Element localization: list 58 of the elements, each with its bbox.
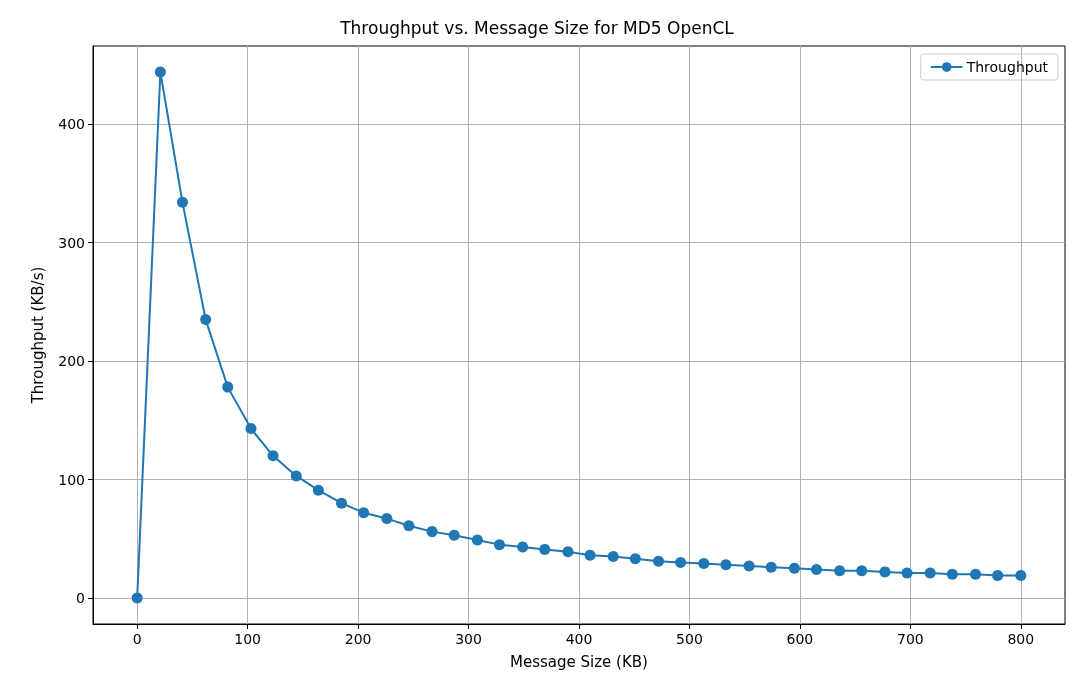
point xyxy=(539,543,551,555)
point xyxy=(426,526,438,538)
point xyxy=(834,565,846,577)
point xyxy=(358,507,370,519)
point xyxy=(924,567,936,579)
point xyxy=(856,565,868,577)
point xyxy=(607,550,619,562)
x-tick-label: 300 xyxy=(455,631,482,647)
chart-title: Throughput vs. Message Size for MD5 OpenCL xyxy=(339,17,735,38)
point xyxy=(584,549,596,561)
point xyxy=(176,196,188,208)
point xyxy=(403,520,415,532)
point xyxy=(720,559,732,571)
point xyxy=(200,314,212,326)
y-tick-label: 0 xyxy=(76,589,85,606)
point xyxy=(698,558,710,570)
x-tick-label: 200 xyxy=(344,631,372,647)
point xyxy=(562,546,574,558)
point xyxy=(810,564,822,576)
point xyxy=(381,513,393,525)
point xyxy=(992,569,1004,581)
point xyxy=(493,539,505,551)
point xyxy=(788,562,800,574)
point xyxy=(471,534,483,546)
x-tick-label: 0 xyxy=(132,631,142,647)
x-tick-label: 500 xyxy=(676,631,703,647)
x-tick-label: 800 xyxy=(1007,631,1035,647)
y-axis-title: Throughput (KB/s) xyxy=(28,266,47,405)
point xyxy=(629,553,641,565)
point xyxy=(901,567,913,579)
x-axis-title: Message Size (KB) xyxy=(510,652,648,671)
point xyxy=(336,497,348,509)
point xyxy=(222,381,234,393)
point xyxy=(765,561,777,573)
x-tick-label: 400 xyxy=(565,631,593,647)
y-tick-label: 200 xyxy=(58,353,85,370)
x-tick-label: 100 xyxy=(234,631,261,647)
point xyxy=(970,568,982,580)
point xyxy=(448,529,460,541)
point xyxy=(743,560,755,572)
legend-label: Throughput xyxy=(965,59,1049,75)
point xyxy=(245,423,257,435)
x-tick-label: 600 xyxy=(786,631,814,647)
point xyxy=(1015,569,1027,581)
point xyxy=(131,592,143,604)
point xyxy=(675,556,687,568)
point xyxy=(312,484,324,496)
x-tick-label: 700 xyxy=(897,631,924,647)
point xyxy=(879,566,891,578)
point xyxy=(946,568,958,580)
y-tick-label: 400 xyxy=(58,116,85,133)
point xyxy=(653,555,665,567)
point xyxy=(267,450,279,462)
point xyxy=(517,541,529,553)
y-tick-label: 100 xyxy=(58,471,85,488)
point xyxy=(154,66,166,78)
y-tick-label: 300 xyxy=(58,234,85,251)
point xyxy=(290,470,302,482)
